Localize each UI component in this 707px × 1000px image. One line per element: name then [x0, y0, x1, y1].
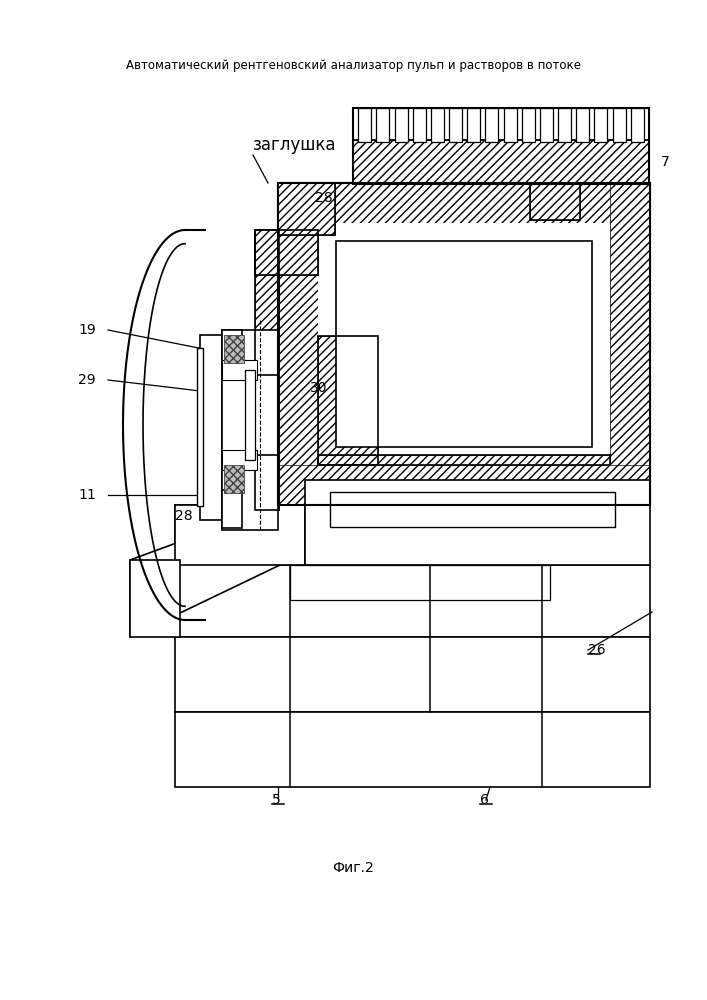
Bar	[222, 330, 278, 530]
Bar	[278, 183, 650, 505]
Bar	[318, 223, 610, 465]
Bar	[353, 108, 649, 184]
Bar	[522, 108, 534, 142]
Text: 28: 28	[175, 509, 192, 523]
Text: 11: 11	[78, 488, 95, 502]
Bar	[175, 637, 650, 712]
Text: 29: 29	[78, 373, 95, 387]
Bar	[255, 230, 318, 275]
Bar	[540, 108, 553, 142]
Bar	[222, 330, 242, 365]
Bar	[175, 565, 650, 637]
Bar	[558, 108, 571, 142]
Text: 7: 7	[661, 155, 670, 169]
Bar	[255, 230, 279, 510]
Text: Автоматический рентгеновский анализатор пульп и растворов в потоке: Автоматический рентгеновский анализатор …	[126, 58, 580, 72]
Bar	[200, 335, 222, 520]
Bar	[353, 140, 649, 184]
Bar	[130, 560, 180, 637]
Bar	[413, 108, 426, 142]
Bar	[330, 492, 615, 527]
Text: заглушка: заглушка	[253, 136, 337, 154]
Bar	[255, 230, 279, 510]
Polygon shape	[175, 505, 280, 565]
Bar	[431, 108, 444, 142]
Bar	[278, 183, 318, 505]
Bar	[376, 108, 390, 142]
Polygon shape	[130, 505, 280, 637]
Bar	[486, 108, 498, 142]
Bar	[278, 183, 650, 505]
Bar	[318, 336, 378, 465]
Bar	[255, 230, 318, 275]
Bar	[318, 455, 610, 465]
Text: 19: 19	[78, 323, 95, 337]
Bar	[245, 370, 255, 460]
Bar	[613, 108, 626, 142]
Text: Фиг.2: Фиг.2	[332, 861, 374, 875]
Bar	[610, 183, 650, 505]
Bar	[305, 480, 650, 565]
Bar	[175, 712, 650, 787]
Polygon shape	[530, 183, 580, 220]
Text: 6: 6	[480, 793, 489, 807]
Bar	[278, 465, 650, 505]
Bar	[631, 108, 644, 142]
Bar	[467, 108, 480, 142]
Text: 28: 28	[315, 191, 332, 205]
Bar	[224, 335, 244, 363]
Bar	[278, 183, 650, 223]
Bar	[197, 348, 203, 506]
Bar	[503, 108, 517, 142]
Bar	[222, 360, 257, 380]
Bar	[449, 108, 462, 142]
Text: 5: 5	[272, 793, 281, 807]
Bar	[318, 455, 610, 465]
Bar	[175, 505, 305, 565]
Bar	[595, 108, 607, 142]
Bar	[336, 241, 592, 447]
Bar	[224, 465, 244, 493]
Bar	[576, 108, 590, 142]
Polygon shape	[278, 183, 335, 235]
Bar	[395, 108, 407, 142]
Bar	[358, 108, 371, 142]
Bar	[290, 565, 550, 600]
Bar	[222, 490, 242, 528]
Text: 26: 26	[588, 643, 606, 657]
Bar	[318, 336, 378, 465]
Bar	[255, 375, 278, 455]
Text: 30: 30	[310, 381, 327, 395]
Bar	[222, 450, 257, 470]
